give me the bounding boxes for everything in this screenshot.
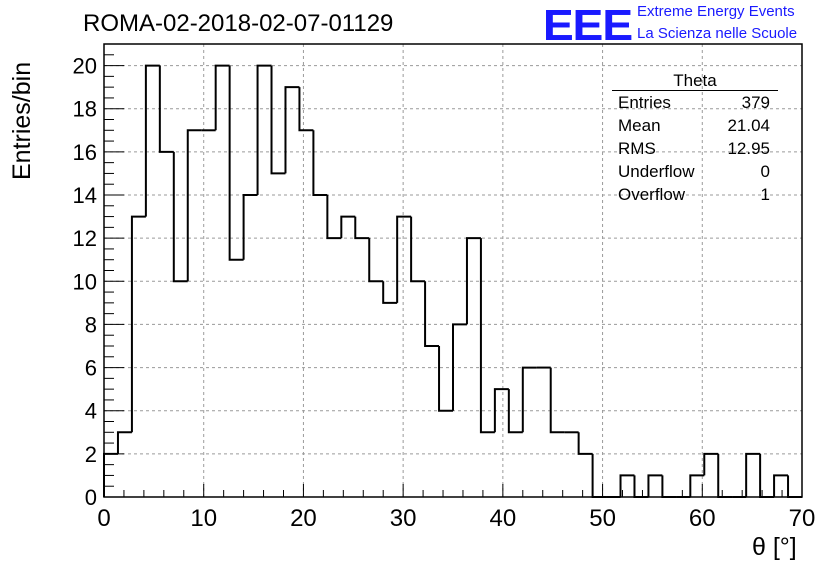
histogram-bin — [270, 65, 286, 175]
y-axis-label: Entries/bin — [8, 61, 36, 180]
histogram-bin — [424, 281, 440, 347]
histogram-bin — [703, 452, 719, 476]
histogram-bin — [214, 64, 230, 131]
y-tick-label: 8 — [85, 312, 97, 337]
histogram-bin — [410, 216, 426, 283]
eee-logo: EEE — [543, 0, 633, 50]
histogram-bin — [298, 87, 314, 132]
stats-box: Theta Entries 379 Mean 21.04 RMS 12.95 Unde… — [612, 70, 778, 206]
histogram-bin — [368, 238, 384, 283]
histogram-bin — [172, 151, 188, 283]
histogram-bin — [340, 215, 356, 239]
histogram-bin — [116, 431, 132, 454]
histogram-bin — [493, 388, 509, 433]
histogram-bin — [647, 474, 663, 497]
histogram-bin — [354, 216, 370, 240]
histogram-bin — [787, 475, 802, 498]
stats-row: Overflow 1 — [612, 183, 778, 206]
stats-row: RMS 12.95 — [612, 137, 778, 160]
histogram-bin — [689, 474, 705, 497]
histogram-bin — [312, 130, 328, 196]
stats-key: Underflow — [618, 162, 695, 181]
histogram-bin — [619, 474, 635, 497]
histogram-bin — [507, 389, 523, 434]
stats-title: Theta — [612, 70, 778, 91]
histogram-bin — [382, 281, 398, 304]
histogram-bin — [438, 346, 453, 412]
x-tick-label: 50 — [589, 505, 616, 532]
x-tick-label: 40 — [490, 505, 517, 532]
histogram-bin — [228, 65, 244, 261]
histogram-bin — [465, 237, 481, 325]
x-tick-label: 10 — [190, 505, 217, 532]
stats-key: RMS — [618, 139, 656, 158]
y-tick-label: 20 — [73, 54, 97, 79]
stats-value: 1 — [760, 185, 770, 204]
chart-title: ROMA-02-2018-02-07-01129 — [83, 10, 394, 37]
histogram-bin — [284, 86, 300, 174]
histogram-bin — [549, 367, 565, 434]
x-tick-label: 60 — [689, 505, 716, 532]
x-tick-label: 30 — [390, 505, 417, 532]
stats-row: Underflow 0 — [612, 160, 778, 183]
histogram-bin — [661, 475, 677, 498]
x-tick-label: 20 — [290, 505, 317, 532]
y-tick-label: 6 — [85, 356, 97, 381]
stats-value: 21.04 — [727, 116, 770, 135]
histogram-bin — [158, 65, 174, 153]
y-tick-label: 4 — [85, 399, 97, 424]
stats-value: 0 — [760, 162, 770, 181]
histogram-bin — [396, 215, 412, 303]
stats-key: Entries — [618, 93, 671, 112]
logo-line-2: La Scienza nelle Scuole — [637, 25, 798, 42]
y-tick-label: 16 — [73, 140, 97, 165]
y-tick-label: 12 — [73, 226, 97, 251]
histogram-bin — [745, 452, 761, 497]
histogram-bin — [326, 195, 342, 240]
histogram-bin — [479, 238, 495, 434]
histogram-bin — [521, 366, 537, 433]
y-tick-label: 10 — [73, 269, 97, 294]
stats-value: 12.95 — [727, 139, 770, 158]
x-tick-label: 70 — [789, 505, 816, 532]
x-axis-ticks: 0 10 20 30 40 50 60 70 — [97, 484, 815, 532]
histogram-bin — [773, 474, 789, 497]
stats-key: Overflow — [618, 185, 686, 204]
stats-key: Mean — [618, 116, 661, 135]
x-tick-label: 0 — [97, 505, 110, 532]
histogram-bin — [633, 475, 649, 498]
histogram-bin — [144, 64, 160, 217]
logo-line-1: Extreme Energy Events — [637, 3, 795, 20]
histogram-bins — [103, 64, 802, 498]
histogram-bin — [256, 64, 272, 195]
histogram-bin — [717, 453, 733, 498]
y-tick-label: 18 — [73, 97, 97, 122]
histogram-bin — [186, 129, 202, 282]
stats-row: Mean 21.04 — [612, 114, 778, 137]
y-tick-label: 14 — [73, 183, 97, 208]
y-tick-label: 0 — [85, 485, 97, 510]
stats-row: Entries 379 — [612, 91, 778, 114]
x-axis-label: θ [°] — [752, 533, 797, 561]
y-tick-label: 2 — [85, 442, 97, 467]
histogram-bin — [577, 432, 593, 455]
y-axis-ticks: 0 2 4 6 8 10 12 14 16 18 20 — [73, 43, 124, 510]
stats-value: 379 — [741, 93, 770, 112]
histogram-bin — [452, 323, 467, 411]
histogram-bin — [591, 453, 607, 498]
histogram-bin — [242, 194, 258, 260]
histogram-bin — [130, 215, 146, 433]
